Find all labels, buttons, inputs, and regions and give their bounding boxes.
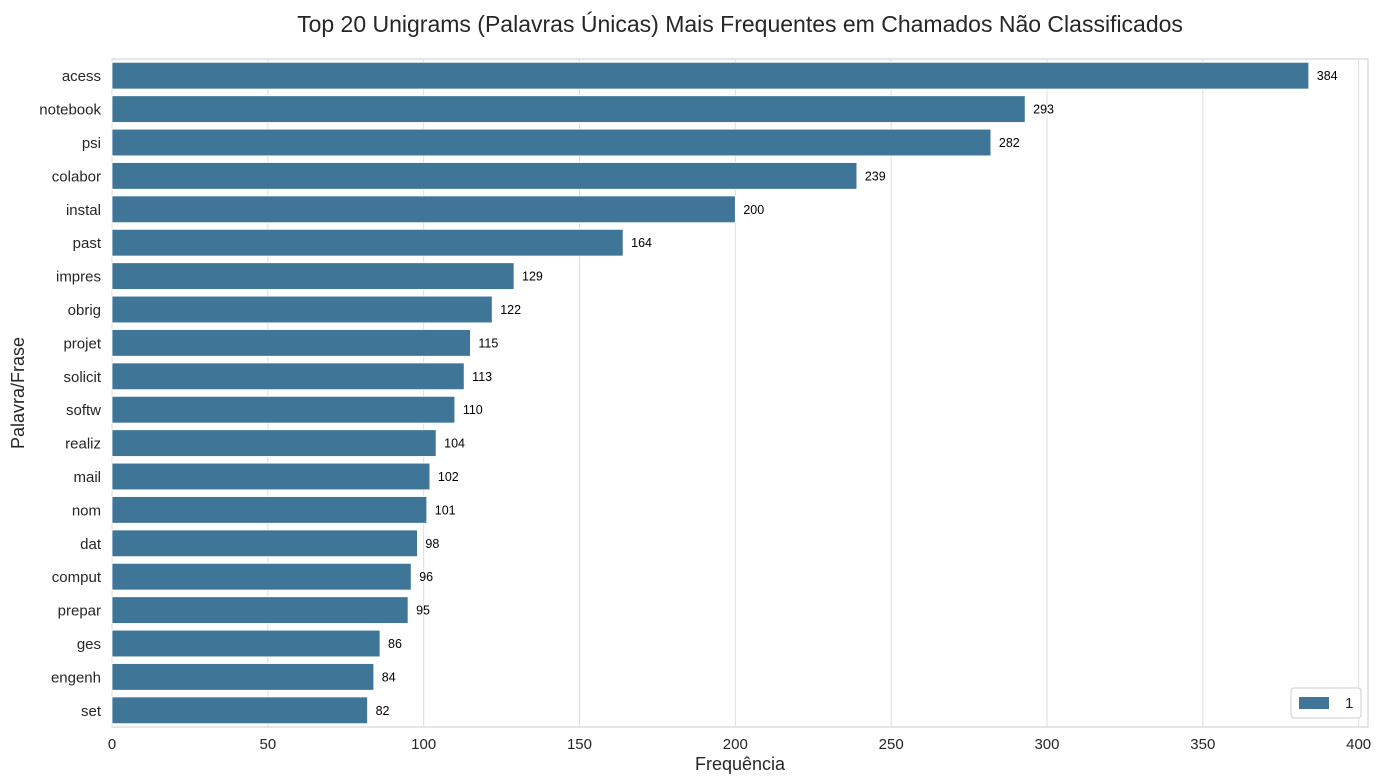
bar-value-label: 104	[444, 437, 465, 451]
bars	[111, 61, 1310, 725]
bar-value-label: 384	[1317, 69, 1338, 83]
x-tick-label: 250	[879, 736, 904, 753]
x-tick-label: 150	[567, 736, 592, 753]
bar-solicit	[111, 362, 465, 391]
bar-value-labels: 384 293 282 239 200 164 129 122 115 113 110 104 102 1…	[376, 69, 1338, 718]
bar-past	[111, 228, 624, 257]
y-tick-label: comput	[52, 569, 102, 586]
legend-swatch	[1299, 697, 1329, 709]
bar-softw	[111, 395, 456, 424]
bar-mail	[111, 462, 431, 491]
bar-value-label: 82	[376, 704, 390, 718]
bar-psi	[111, 128, 992, 157]
bar-prepar	[111, 596, 409, 624]
bar-value-label: 86	[388, 637, 402, 651]
bar-value-label: 84	[382, 670, 396, 684]
bar-notebook	[111, 95, 1026, 123]
bar-ges	[111, 629, 381, 658]
y-tick-label: instal	[66, 202, 101, 219]
bar-value-label: 113	[472, 370, 492, 384]
bar-value-label: 129	[522, 270, 543, 284]
bar-engenh	[111, 663, 375, 691]
bar-value-label: 293	[1033, 103, 1054, 117]
x-tick-label: 200	[723, 736, 748, 753]
y-tick-label: softw	[66, 402, 101, 419]
x-tick-label: 300	[1034, 736, 1059, 753]
bar-instal	[111, 195, 736, 224]
y-tick-label: impres	[56, 269, 101, 286]
y-tick-label: past	[73, 235, 102, 252]
bar-value-label: 239	[865, 169, 886, 183]
bar-set	[111, 696, 368, 725]
bar-value-label: 102	[438, 470, 459, 484]
bar-value-label: 122	[500, 303, 521, 317]
plot-area	[111, 58, 1369, 728]
legend-label: 1	[1345, 695, 1353, 712]
y-tick-label: notebook	[39, 102, 101, 119]
y-tick-label: engenh	[51, 669, 101, 686]
legend: 1	[1290, 687, 1362, 719]
y-tick-label: solicit	[63, 369, 101, 386]
y-tick-label: nom	[72, 502, 101, 519]
x-tick-labels: 0 50 100 150 200 250 300 350 400	[108, 736, 1371, 753]
bar-nom	[111, 496, 428, 524]
bar-value-label: 164	[631, 236, 652, 250]
x-tick-label: 350	[1190, 736, 1215, 753]
x-tick-label: 50	[259, 736, 276, 753]
bar-value-label: 200	[743, 203, 764, 217]
x-axis-label: Frequência	[695, 754, 786, 774]
y-tick-label: realiz	[65, 436, 101, 453]
bar-colabor	[111, 162, 858, 190]
y-tick-label: acess	[62, 68, 101, 85]
y-tick-label: set	[81, 703, 102, 720]
bar-value-label: 95	[416, 604, 430, 618]
bar-projet	[111, 329, 471, 357]
bar-value-label: 98	[425, 537, 439, 551]
y-axis-label: Palavra/Frase	[8, 337, 28, 449]
bar-value-label: 115	[478, 336, 498, 350]
bar-value-label: 110	[463, 403, 483, 417]
bar-comput	[111, 562, 412, 591]
bar-obrig	[111, 295, 493, 324]
bar-value-label: 96	[419, 570, 433, 584]
x-tick-label: 100	[411, 736, 436, 753]
y-tick-label: colabor	[52, 168, 101, 185]
bar-realiz	[111, 429, 437, 457]
bar-value-label: 101	[435, 503, 456, 517]
bar-acess	[111, 61, 1310, 90]
y-tick-label: psi	[82, 135, 101, 152]
y-tick-labels: acess notebook psi colabor instal past impres o…	[39, 68, 102, 720]
y-tick-label: obrig	[68, 302, 101, 319]
y-tick-label: prepar	[58, 603, 101, 620]
y-tick-label: dat	[80, 536, 102, 553]
y-tick-label: projet	[63, 335, 101, 352]
chart-title: Top 20 Unigrams (Palavras Únicas) Mais F…	[297, 11, 1183, 37]
bar-impres	[111, 262, 515, 290]
x-tick-label: 400	[1346, 736, 1371, 753]
y-tick-label: mail	[73, 469, 101, 486]
bar-value-label: 282	[999, 136, 1020, 150]
bar-dat	[111, 529, 418, 558]
y-tick-label: ges	[77, 636, 101, 653]
x-tick-label: 0	[108, 736, 116, 753]
